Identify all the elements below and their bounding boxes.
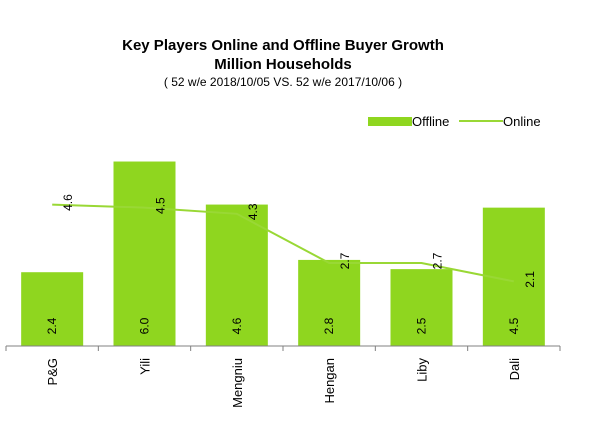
offline-data-label: 2.5 [415, 317, 429, 334]
plot-area: 2.4 6.0 4.6 2.8 2.5 4.5 4.6 4.5 4.3 2.7 2.7 2.1 P&G Y… [5, 161, 561, 408]
x-tick-label: P&G [45, 358, 60, 385]
offline-data-label: 2.8 [322, 317, 336, 334]
online-data-label: 2.7 [431, 252, 445, 269]
legend: Offline Online [368, 114, 541, 129]
x-tick-label: Yili [138, 358, 153, 375]
chart-subtitle: ( 52 w/e 2018/10/05 VS. 52 w/e 2017/10/0… [164, 75, 402, 89]
online-line [52, 203, 514, 283]
x-tick-label: Hengan [322, 358, 337, 404]
offline-bar [113, 161, 176, 346]
legend-offline-swatch [368, 117, 412, 126]
offline-data-label: 4.6 [230, 317, 244, 334]
online-data-label: 2.7 [338, 252, 352, 269]
chart-title-line2: Million Households [214, 56, 352, 73]
online-data-label: 4.5 [154, 197, 168, 214]
offline-bar [21, 272, 84, 346]
offline-bar [298, 259, 361, 346]
offline-bar [390, 269, 453, 346]
offline-data-label: 2.4 [45, 317, 59, 334]
online-data-label: 4.6 [61, 194, 75, 211]
x-tick-label: Mengniu [230, 358, 245, 408]
chart-title-line1: Key Players Online and Offline Buyer Gro… [122, 37, 444, 54]
x-tick-label: Dali [507, 358, 522, 381]
offline-data-label: 6.0 [138, 317, 152, 334]
online-data-label: 2.1 [523, 271, 537, 288]
legend-online-label: Online [503, 114, 541, 129]
offline-bar [205, 204, 268, 346]
x-tick-label: Liby [415, 358, 430, 382]
legend-offline-label: Offline [412, 114, 449, 129]
online-data-label: 4.3 [246, 203, 260, 220]
offline-data-label: 4.5 [507, 317, 521, 334]
